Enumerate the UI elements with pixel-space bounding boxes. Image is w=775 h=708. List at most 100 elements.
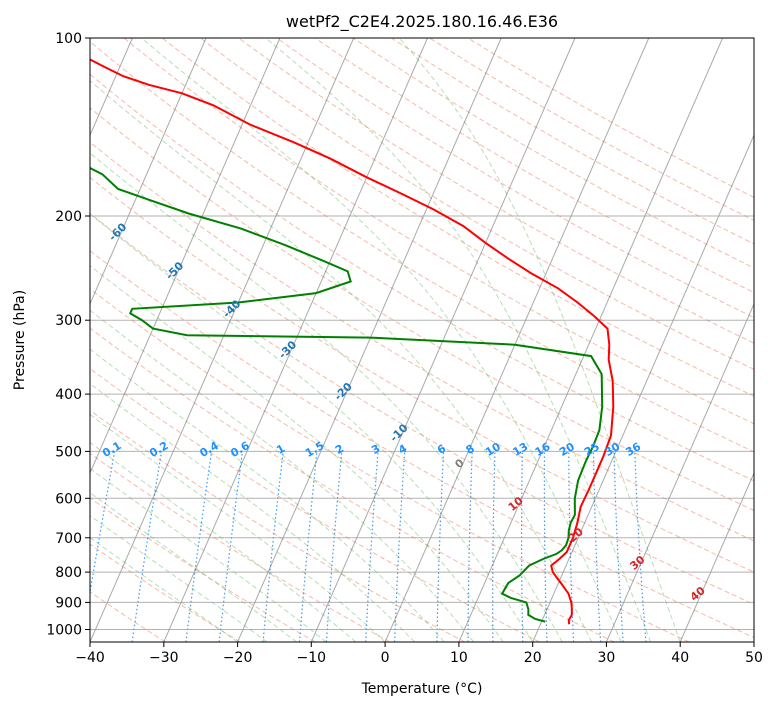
moist-adiabat <box>265 38 652 642</box>
isotherm <box>458 38 724 642</box>
mixing-ratio-label: 0.6 <box>228 439 252 460</box>
mixing-ratio-label: 4 <box>396 442 409 457</box>
dry-adiabat <box>90 591 166 642</box>
isotherm-label: -80 <box>0 144 15 167</box>
isotherm <box>605 302 754 642</box>
dry-adiabat <box>123 38 754 425</box>
dry-adiabat <box>90 107 754 512</box>
mixing-ratio-label: 0.4 <box>197 439 221 460</box>
mixing-ratio-label: 1 <box>274 442 287 457</box>
dry-adiabat <box>90 141 754 542</box>
mixing-ratio-line <box>592 451 602 642</box>
background-lines <box>0 38 754 642</box>
y-tick-label: 100 <box>55 31 82 47</box>
x-tick-label: 10 <box>450 650 468 666</box>
moist-adiabat <box>90 514 268 642</box>
moist-adiabat <box>90 309 475 642</box>
mixing-ratio-line <box>185 451 213 642</box>
isotherm <box>753 640 754 642</box>
dry-adiabat <box>90 250 754 639</box>
isotherm-label: -70 <box>49 182 72 205</box>
y-tick-label: 200 <box>55 209 82 225</box>
x-axis-ticks: −40 −30 −20 −10 0 10 20 30 40 50 <box>75 642 763 666</box>
chart-title: wetPf2_C2E4.2025.180.16.46.E36 <box>286 12 558 32</box>
y-tick-label: 300 <box>55 313 82 329</box>
x-tick-label: 20 <box>524 650 542 666</box>
x-tick-label: 30 <box>597 650 615 666</box>
isotherm-label: -10 <box>387 421 410 444</box>
mixing-ratio-label: 3 <box>369 442 382 457</box>
mixing-ratio-label: 20 <box>557 440 577 459</box>
y-axis-label: Pressure (hPa) <box>12 290 28 390</box>
x-tick-label: 50 <box>745 650 763 666</box>
plot-frame <box>89 37 755 643</box>
mixing-ratio-label: 6 <box>435 442 448 457</box>
moist-adiabat <box>140 38 622 642</box>
isotherm <box>90 38 207 306</box>
moist-adiabat <box>398 38 681 642</box>
moist-adiabat <box>90 441 356 642</box>
dry-adiabat <box>391 38 754 245</box>
isotherm-label: -50 <box>163 259 186 282</box>
dry-adiabat <box>161 38 754 397</box>
dry-adiabat <box>90 288 690 642</box>
mixing-ratio-label: 16 <box>533 440 553 459</box>
moist-adiabat <box>90 536 238 642</box>
dry-adiabat <box>90 452 391 642</box>
dry-adiabat <box>276 38 754 319</box>
dry-adiabat-label: 40 <box>688 584 708 604</box>
dry-adiabat <box>90 543 241 642</box>
isotherm <box>532 133 754 642</box>
profiles <box>90 58 615 625</box>
moist-adiabat <box>90 413 386 642</box>
x-tick-label: −20 <box>223 650 253 666</box>
isotherm <box>384 38 650 642</box>
x-tick-label: −40 <box>75 650 105 666</box>
isotherm-label: -60 <box>106 220 129 243</box>
dry-adiabat <box>314 38 754 294</box>
dry-adiabat-label: 30 <box>628 553 648 573</box>
y-tick-label: 1000 <box>46 623 82 639</box>
isotherm <box>310 38 576 642</box>
moist-adiabat <box>90 80 593 642</box>
pressure-grid <box>90 38 754 630</box>
x-tick-label: 0 <box>381 650 390 666</box>
dry-adiabat <box>467 38 754 198</box>
temperature-line <box>90 58 615 625</box>
moist-adiabat <box>90 152 563 642</box>
mixing-ratio-line <box>90 451 116 597</box>
moist-adiabat <box>90 383 415 642</box>
moist-adiabat <box>90 265 504 642</box>
y-tick-label: 600 <box>55 491 82 507</box>
moist-adiabat <box>90 213 534 642</box>
isotherm <box>679 471 754 642</box>
x-tick-label: 40 <box>671 650 689 666</box>
mixing-ratio-line <box>492 451 496 642</box>
mixing-ratio-line <box>634 451 647 642</box>
isotherm <box>163 38 428 642</box>
y-tick-label: 900 <box>55 595 82 611</box>
moist-adiabat <box>90 348 445 642</box>
dry-adiabat <box>90 367 540 642</box>
dry-adiabat <box>429 38 754 221</box>
x-tick-label: −30 <box>149 650 179 666</box>
y-axis-ticks: 100 200 300 400 500 600 700 800 900 1000 <box>46 31 90 639</box>
isotherm <box>90 38 281 475</box>
dry-adiabat <box>90 327 615 642</box>
isotherm <box>237 38 502 642</box>
mixing-ratio-line <box>394 451 406 642</box>
mixing-ratio-line <box>131 451 163 642</box>
dewpoint-line <box>90 166 604 623</box>
dry-adiabat <box>90 409 465 642</box>
x-tick-label: −10 <box>297 650 327 666</box>
isotherm-label: -30 <box>276 338 299 361</box>
isotherm <box>0 38 59 642</box>
y-tick-label: 800 <box>55 565 82 581</box>
dry-adiabat <box>90 176 754 573</box>
mixing-ratio-label: 13 <box>511 440 531 459</box>
mixing-ratio-label: 25 <box>582 440 602 459</box>
mixing-ratio-label: 8 <box>464 442 477 457</box>
y-tick-label: 400 <box>55 387 82 403</box>
isotherm-label: -20 <box>332 380 355 403</box>
